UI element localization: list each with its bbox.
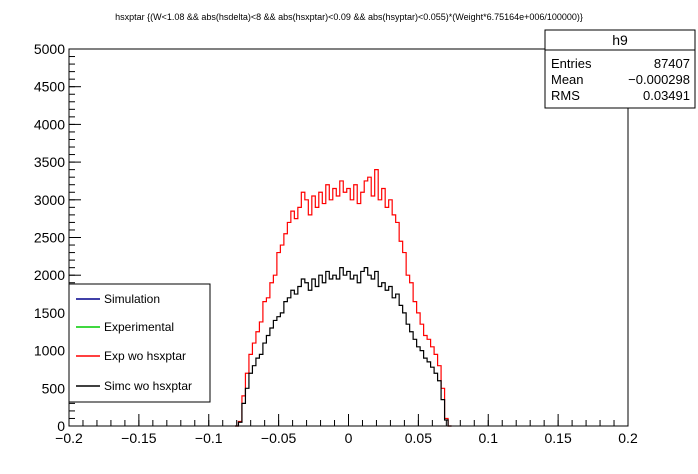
x-tick-label: −0.15 (121, 430, 157, 446)
y-tick-label: 4500 (34, 79, 65, 95)
x-tick-label: 0 (345, 430, 353, 446)
y-tick-label: 3000 (34, 192, 65, 208)
stats-entries-value: 87407 (654, 56, 690, 71)
x-tick-label: 0.2 (618, 430, 638, 446)
stats-entries-label: Entries (551, 56, 592, 71)
y-tick-label: 4000 (34, 116, 65, 132)
chart-title: hsxptar {(W<1.08 && abs(hsdelta)<8 && ab… (115, 12, 583, 22)
legend-label-exp-wo-hsxptar: Exp wo hsxptar (104, 349, 186, 363)
x-tick-label: −0.05 (261, 430, 297, 446)
y-tick-label: 1000 (34, 343, 65, 359)
series-layer (234, 169, 452, 427)
legend: Simulation Experimental Exp wo hsxptar S… (68, 283, 211, 403)
legend-label-simc-wo-hsxptar: Simc wo hsxptar (104, 379, 192, 393)
series-line-0 (234, 169, 452, 427)
axis-layer: 0 500 1000 1500 2000 2500 3000 3500 4000 4500 5000… (34, 41, 638, 446)
y-tick-label: 500 (42, 380, 66, 396)
stats-mean-label: Mean (551, 72, 584, 87)
stats-rms-label: RMS (551, 88, 580, 103)
y-tick-label: 0 (57, 418, 65, 434)
legend-label-experimental: Experimental (104, 320, 174, 334)
stats-box: h9 Entries 87407 Mean −0.000298 RMS 0.03… (544, 29, 696, 109)
stats-histogram-name: h9 (612, 32, 628, 48)
legend-label-simulation: Simulation (104, 292, 160, 306)
series-line-1 (234, 267, 452, 427)
y-tick-label: 2000 (34, 267, 65, 283)
x-tick-label: 0.1 (479, 430, 499, 446)
x-tick-label: −0.2 (55, 430, 83, 446)
x-tick-label: 0.15 (545, 430, 572, 446)
stats-rms-value: 0.03491 (643, 88, 690, 103)
y-tick-label: 5000 (34, 41, 65, 57)
y-tick-label: 3500 (34, 154, 65, 170)
y-tick-label: 2500 (34, 230, 65, 246)
x-tick-label: 0.05 (405, 430, 432, 446)
x-tick-label: −0.1 (195, 430, 223, 446)
stats-mean-value: −0.000298 (628, 72, 690, 87)
y-tick-label: 1500 (34, 305, 65, 321)
